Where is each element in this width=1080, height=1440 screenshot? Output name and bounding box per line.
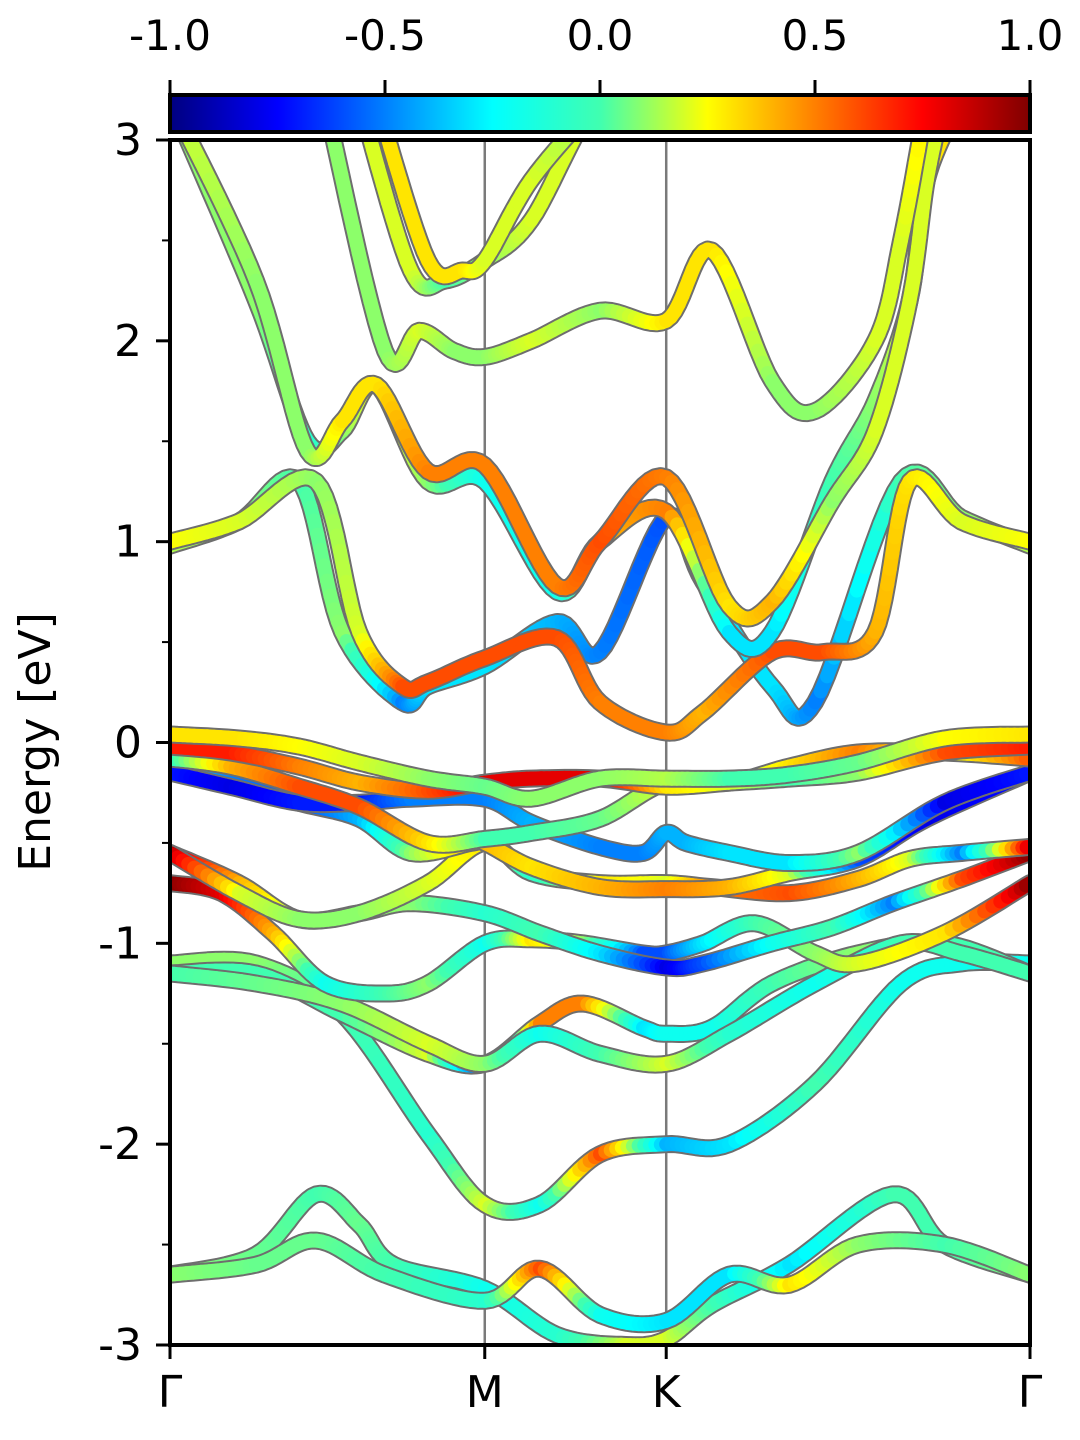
colorbar-tick-label: -1.0 [129,11,211,60]
band-outline [324,140,929,423]
y-tick-label: 0 [114,718,142,769]
band-19 [378,140,577,286]
band-14 [170,468,1030,742]
y-tick-label: -1 [98,918,142,969]
x-tick-label: K [652,1367,682,1418]
colorbar-tick-label: 0.0 [567,11,634,60]
band-lines [170,91,1030,1345]
band-16 [179,140,944,628]
band-1 [170,1231,1030,1334]
y-axis-label: Energy [eV] [10,612,61,872]
colorbar [168,93,1032,134]
band-12 [170,725,1030,808]
band-5 [170,874,1030,1003]
colorbar-ticks: -1.0 -0.5 0.0 0.5 1.0 [129,11,1063,95]
colorbar-tick-label: 0.5 [782,11,849,60]
band-segment [617,91,623,92]
x-tick-label: Γ [158,1367,183,1418]
y-tick-label: 3 [114,115,142,166]
y-tick-label: 1 [114,517,142,568]
band-segment [611,91,617,93]
x-tick-label: M [466,1367,504,1418]
colorbar-tick-label: -0.5 [344,11,426,60]
band-17 [324,140,929,423]
colorbar-tick-label: 1.0 [997,11,1064,60]
x-tick-label: Γ [1018,1367,1043,1418]
band-segment [629,91,635,92]
y-axis: 3 2 1 0 -1 -2 -3 [98,115,170,1371]
y-tick-label: -2 [98,1119,142,1170]
y-tick-label: 2 [114,316,142,367]
y-tick-label: -3 [98,1320,142,1371]
